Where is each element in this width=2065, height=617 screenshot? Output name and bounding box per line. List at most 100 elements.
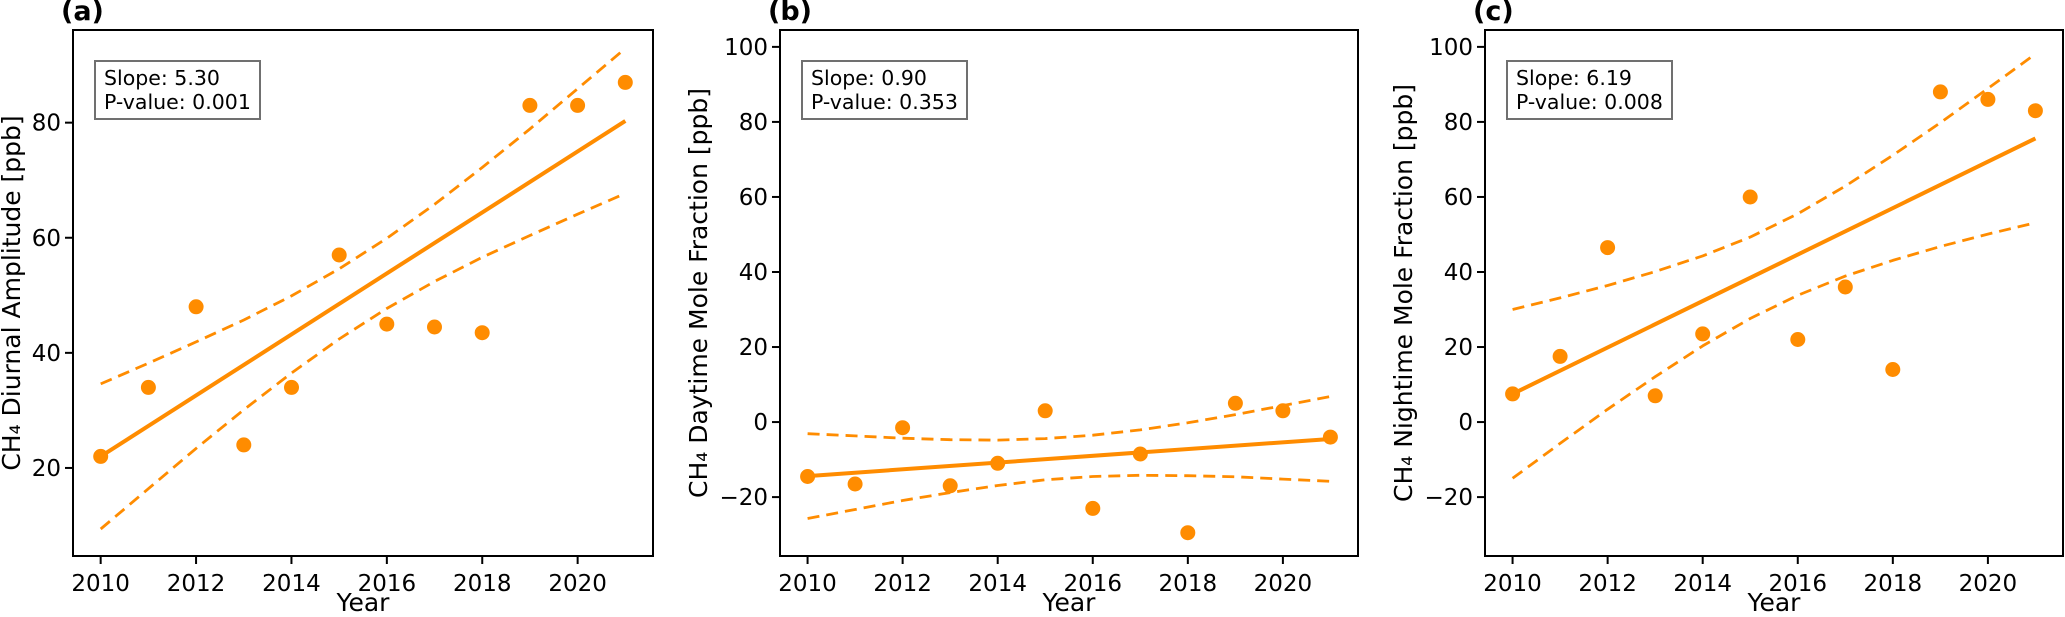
panel-b-point-2017 xyxy=(1132,446,1148,462)
panel-b-axes-frame xyxy=(779,29,1359,557)
panel-c-point-2013 xyxy=(1647,388,1663,404)
panel-a-pvalue-text: P-value: 0.001 xyxy=(104,90,251,114)
panel-a-point-2013 xyxy=(236,437,252,453)
panel-a-slope-text: Slope: 5.30 xyxy=(104,66,220,90)
y-tick-label: 40 xyxy=(1444,260,1473,286)
y-tick-label: 80 xyxy=(1444,110,1473,136)
x-tick-label: 2018 xyxy=(1864,571,1923,597)
panel-a-point-2021 xyxy=(617,74,633,90)
x-tick-label: 2016 xyxy=(1768,571,1827,597)
x-tick-label: 2012 xyxy=(873,571,932,597)
panel-a-point-2014 xyxy=(284,379,299,395)
panel-b-x-axis-label: Year xyxy=(1042,588,1097,617)
panel-c-y-axis-label: CH₄ Nightime Mole Fraction [ppb] xyxy=(1389,84,1418,502)
panel-a-trend-line xyxy=(99,119,627,459)
panel-c-slope-text: Slope: 6.19 xyxy=(1516,66,1632,90)
panel-c-point-2020 xyxy=(1980,91,1996,107)
panel-b-annotation-box xyxy=(801,60,968,120)
x-tick-label: 2012 xyxy=(1578,571,1637,597)
panel-b-trend-line xyxy=(807,436,1331,479)
y-tick-label: 60 xyxy=(1444,185,1473,211)
y-tick-label: 80 xyxy=(739,110,768,136)
panel-b-point-2016 xyxy=(1085,500,1101,516)
x-tick-label: 2018 xyxy=(1159,571,1218,597)
panel-c-point-2010 xyxy=(1505,386,1521,402)
panel-c-point-2016 xyxy=(1790,332,1806,347)
panel-b-point-2021 xyxy=(1322,429,1338,445)
panel-a-point-2019 xyxy=(522,97,538,113)
panel-a-point-2011 xyxy=(140,379,156,395)
panel-c-pvalue-text: P-value: 0.008 xyxy=(1516,90,1663,114)
panel-a-point-2018 xyxy=(474,325,490,341)
y-tick-label: −20 xyxy=(719,485,768,511)
x-tick-label: 2020 xyxy=(548,571,607,597)
panel-b-y-axis-label: CH₄ Daytime Mole Fraction [ppb] xyxy=(684,88,713,498)
panel-c: 2010 2012 2014 2016 2018 2020 −20 0 20 40 60 80 100 Y… xyxy=(1389,0,2064,617)
panel-c-point-2018 xyxy=(1885,362,1901,377)
y-tick-label: 0 xyxy=(753,410,768,436)
panel-a-point-2016 xyxy=(379,316,395,332)
y-tick-label: 40 xyxy=(32,341,61,367)
panel-a-ci-upper-line xyxy=(100,47,627,386)
y-tick-label: 20 xyxy=(32,456,61,482)
panel-b-point-2013 xyxy=(942,478,958,494)
panel-c-point-2014 xyxy=(1695,326,1711,342)
x-tick-label: 2012 xyxy=(167,571,226,597)
panel-c-title: (c) xyxy=(1473,0,1514,27)
panel-b-ci-upper-line xyxy=(807,395,1331,442)
panel-b-point-2018 xyxy=(1180,525,1196,541)
panel-b: 2010 2012 2014 2016 2018 2020 −20 0 20 40 60 80 100 Y… xyxy=(684,0,1359,617)
y-tick-label: 60 xyxy=(739,185,768,211)
panel-c-x-axis-label: Year xyxy=(1747,588,1802,617)
y-tick-label: 20 xyxy=(739,335,768,361)
panel-c-annotation-box xyxy=(1506,60,1673,120)
x-tick-label: 2010 xyxy=(1483,571,1542,597)
y-tick-label: 100 xyxy=(1429,35,1473,61)
panel-b-point-2019 xyxy=(1227,395,1243,411)
y-tick-label: −20 xyxy=(1424,485,1473,511)
panel-a-point-2012 xyxy=(188,299,204,315)
panel-b-point-2014 xyxy=(990,455,1006,471)
panel-c-point-2017 xyxy=(1837,279,1853,295)
panel-b-pvalue-text: P-value: 0.353 xyxy=(811,90,958,114)
panel-c-point-2012 xyxy=(1600,240,1616,256)
panel-a-point-2015 xyxy=(331,247,347,263)
panel-a-point-2020 xyxy=(570,97,586,113)
x-tick-label: 2014 xyxy=(1673,571,1732,597)
x-tick-label: 2016 xyxy=(358,571,417,597)
x-tick-label: 2010 xyxy=(71,571,130,597)
y-tick-label: 60 xyxy=(32,226,61,252)
y-tick-label: 40 xyxy=(739,260,768,286)
panel-c-ci-lower-line xyxy=(1511,221,2036,480)
panel-c-point-2011 xyxy=(1552,348,1568,364)
y-tick-label: 80 xyxy=(32,111,61,137)
panel-a-ci-lower-line xyxy=(99,192,626,531)
panel-c-axes-frame xyxy=(1484,29,2064,557)
y-tick-label: 0 xyxy=(1458,410,1473,436)
panel-b-point-2020 xyxy=(1275,403,1291,419)
x-tick-label: 2014 xyxy=(262,571,321,597)
panel-c-point-2015 xyxy=(1742,189,1758,205)
panel-b-title: (b) xyxy=(768,0,812,27)
panel-a-point-2017 xyxy=(427,319,442,335)
panel-a-title: (a) xyxy=(61,0,104,27)
x-tick-label: 2010 xyxy=(778,571,837,597)
panel-c-point-2021 xyxy=(2027,103,2043,119)
panel-a: 2010 2012 2014 2016 2018 202020406080YearCH₄ … xyxy=(0,0,654,617)
panel-b-point-2012 xyxy=(895,420,911,436)
x-tick-label: 2014 xyxy=(968,571,1027,597)
x-tick-label: 2018 xyxy=(453,571,512,597)
panel-c-ci-upper-line xyxy=(1512,52,2037,311)
panel-a-point-2010 xyxy=(93,448,109,464)
panel-c-trend-line xyxy=(1511,136,2037,396)
y-tick-label: 20 xyxy=(1444,335,1473,361)
panel-b-ci-lower-line xyxy=(807,473,1331,520)
panel-c-point-2019 xyxy=(1932,84,1948,100)
panel-a-axes-frame xyxy=(72,29,654,557)
x-tick-label: 2020 xyxy=(1959,571,2018,597)
panel-a-annotation-box xyxy=(94,60,261,120)
panel-b-slope-text: Slope: 0.90 xyxy=(811,66,927,90)
panel-b-point-2010 xyxy=(800,469,816,484)
